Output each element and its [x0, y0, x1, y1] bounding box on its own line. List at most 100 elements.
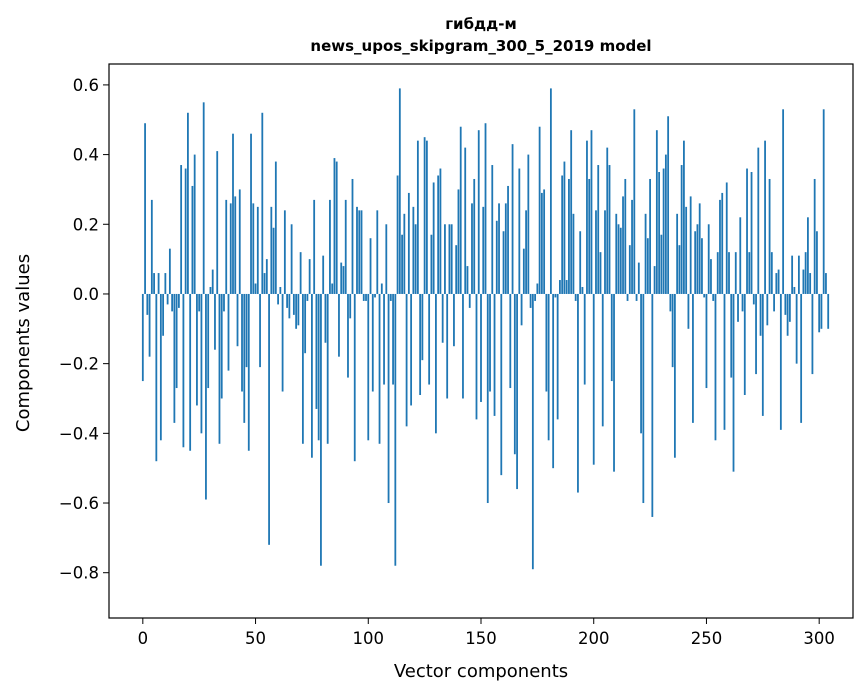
- bar-component-284: [782, 109, 785, 294]
- bar-component-139: [455, 245, 458, 294]
- y-tick-label: 0.2: [73, 215, 99, 234]
- bar-component-114: [398, 88, 401, 294]
- bar-component-294: [804, 252, 807, 294]
- bar-component-186: [561, 175, 564, 294]
- bar-component-145: [468, 293, 471, 308]
- bar-component-68: [295, 293, 298, 329]
- bar-component-161: [504, 203, 507, 294]
- bar-component-208: [610, 293, 613, 382]
- bar-component-250: [705, 293, 708, 389]
- bar-component-260: [728, 252, 730, 294]
- bar-component-236: [673, 293, 676, 458]
- bar-component-88: [340, 262, 343, 294]
- bar-component-247: [698, 203, 701, 294]
- bar-component-275: [761, 293, 764, 416]
- bar-component-153: [486, 293, 489, 504]
- bar-component-24: [196, 293, 198, 406]
- bar-component-126: [425, 140, 428, 294]
- bar-component-178: [543, 189, 546, 294]
- bar-component-274: [759, 293, 762, 336]
- bar-component-23: [193, 154, 196, 294]
- bar-component-170: [525, 210, 527, 294]
- bars-group: [141, 88, 830, 570]
- bar-component-84: [331, 283, 334, 294]
- bar-component-41: [234, 196, 237, 294]
- bar-component-180: [547, 293, 550, 441]
- bar-component-71: [301, 293, 304, 444]
- bar-component-140: [457, 189, 460, 294]
- bar-component-291: [797, 255, 800, 294]
- bar-component-243: [689, 196, 692, 294]
- bar-component-36: [223, 293, 225, 312]
- bar-component-179: [545, 293, 548, 392]
- bar-component-111: [392, 293, 394, 385]
- bar-component-62: [281, 293, 284, 392]
- bar-component-110: [389, 293, 392, 301]
- y-axis-label: Components values: [13, 254, 34, 432]
- bar-component-233: [667, 116, 670, 294]
- bar-component-44: [241, 293, 243, 392]
- bar-component-20: [187, 112, 189, 294]
- bar-component-285: [784, 293, 787, 315]
- bar-component-47: [247, 293, 250, 451]
- bar-component-49: [252, 203, 255, 294]
- x-tick-label: 100: [353, 629, 385, 648]
- bar-component-95: [356, 206, 358, 294]
- bar-component-152: [484, 123, 487, 294]
- bar-component-197: [586, 140, 588, 294]
- bar-component-289: [793, 286, 796, 294]
- bar-component-202: [597, 165, 600, 294]
- bar-component-48: [250, 133, 252, 294]
- bar-component-268: [746, 168, 748, 294]
- bar-component-303: [825, 273, 827, 294]
- bar-component-228: [655, 130, 658, 294]
- bar-component-253: [712, 293, 715, 301]
- bar-component-214: [624, 178, 627, 294]
- bar-component-98: [362, 293, 365, 301]
- bar-component-35: [220, 293, 223, 399]
- x-tick-label: 250: [691, 629, 723, 648]
- bar-component-22: [191, 185, 194, 294]
- chart-title-line-1: гибдд-м: [445, 15, 517, 33]
- bar-component-52: [259, 293, 261, 368]
- bar-component-3: [148, 293, 151, 357]
- bar-component-164: [511, 144, 514, 294]
- bar-component-123: [419, 293, 422, 395]
- bar-component-255: [716, 252, 719, 294]
- x-tick-label: 50: [245, 629, 266, 648]
- bar-component-242: [687, 293, 690, 329]
- bar-component-246: [696, 224, 699, 294]
- bar-component-222: [642, 293, 645, 504]
- bar-component-278: [768, 178, 771, 294]
- bar-component-109: [387, 293, 390, 504]
- bar-component-91: [347, 293, 349, 378]
- bar-component-156: [493, 293, 496, 416]
- bar-component-146: [471, 203, 473, 294]
- plot-frame: [108, 63, 854, 619]
- bar-component-105: [378, 293, 381, 444]
- bar-component-134: [444, 224, 446, 294]
- bar-component-181: [549, 88, 552, 294]
- bar-component-190: [570, 130, 573, 294]
- bar-component-158: [498, 203, 500, 294]
- bar-component-124: [421, 293, 424, 361]
- bar-component-198: [588, 178, 591, 294]
- bar-component-203: [599, 252, 602, 294]
- bar-component-299: [816, 231, 818, 294]
- bar-component-46: [245, 293, 248, 368]
- bar-component-166: [516, 293, 518, 490]
- bar-component-263: [734, 252, 737, 294]
- bar-component-199: [590, 130, 593, 294]
- bar-component-292: [800, 293, 803, 423]
- bar-component-195: [581, 286, 584, 294]
- bar-component-295: [807, 217, 809, 294]
- x-axis-label: Vector components: [394, 661, 568, 682]
- bar-component-148: [475, 293, 478, 420]
- bar-component-283: [779, 293, 782, 430]
- y-tick-label: 0.6: [73, 76, 99, 95]
- bar-component-21: [189, 293, 192, 451]
- bar-component-118: [407, 192, 410, 294]
- bar-component-9: [162, 293, 165, 336]
- bar-component-221: [640, 293, 642, 434]
- bar-component-183: [554, 293, 557, 298]
